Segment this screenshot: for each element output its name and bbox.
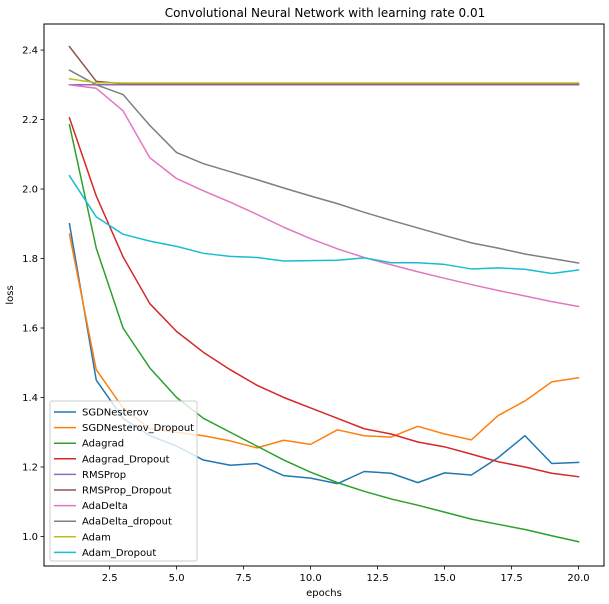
- y-tick-label: 1.4: [22, 393, 38, 404]
- legend-label-sgdnesterov: SGDNesterov: [82, 408, 149, 419]
- x-tick-label: 10.0: [299, 573, 321, 584]
- legend-label-adam: Adam: [82, 532, 111, 543]
- plot-frame: [43, 23, 605, 567]
- y-tick-label: 1.8: [22, 254, 38, 265]
- chart-title: Convolutional Neural Network with learni…: [165, 6, 485, 20]
- legend-label-adam-dropout: Adam_Dropout: [82, 548, 156, 559]
- y-tick-label: 2.4: [22, 46, 38, 57]
- x-tick-label: 5.0: [169, 573, 185, 584]
- y-tick-label: 1.0: [22, 532, 38, 543]
- legend-box: [49, 400, 198, 562]
- series-line-adadelta-dropout: [68, 69, 580, 264]
- series-line-adam: [68, 78, 580, 84]
- series-line-adadelta: [68, 83, 580, 308]
- x-tick-label: 7.5: [236, 573, 252, 584]
- series-line-rmsprop-dropout: [68, 45, 580, 85]
- legend-label-rmsprop: RMSProp: [82, 470, 126, 481]
- series-line-adagrad: [68, 123, 580, 543]
- legend-items: SGDNesterov SGDNesterov_Dropout Adagrad Ada…: [54, 408, 194, 559]
- x-axis-label: epochs: [306, 588, 342, 599]
- legend-label-adadelta: AdaDelta: [82, 501, 128, 512]
- legend-label-adadelta-dropout: AdaDelta_dropout: [82, 517, 172, 528]
- x-tick-label: 17.5: [500, 573, 522, 584]
- x-tick-label: 12.5: [366, 573, 388, 584]
- series-line-adagrad-dropout: [68, 116, 580, 478]
- x-tick-label: 20.0: [567, 573, 589, 584]
- legend-label-adagrad-dropout: Adagrad_Dropout: [82, 454, 170, 465]
- x-axis-ticks: 2.5 5.0 7.5 10.0 12.5 15.0 17.5 20.0: [102, 566, 590, 584]
- series-line-adam-dropout: [68, 174, 580, 275]
- legend-label-sgdnesterov-dropout: SGDNesterov_Dropout: [82, 423, 194, 434]
- y-tick-label: 2.0: [22, 185, 38, 196]
- x-tick-label: 2.5: [102, 573, 118, 584]
- y-tick-label: 1.2: [22, 462, 38, 473]
- y-tick-label: 2.2: [22, 115, 38, 126]
- legend-label-rmsprop-dropout: RMSProp_Dropout: [82, 486, 172, 497]
- y-axis-ticks: 1.0 1.2 1.4 1.6 1.8 2.0 2.2 2.4: [22, 46, 44, 543]
- x-tick-label: 15.0: [433, 573, 455, 584]
- legend: SGDNesterov SGDNesterov_Dropout Adagrad Ada…: [49, 400, 198, 562]
- legend-label-adagrad: Adagrad: [82, 439, 124, 450]
- y-axis-label: loss: [5, 285, 16, 304]
- y-tick-label: 1.6: [22, 324, 38, 335]
